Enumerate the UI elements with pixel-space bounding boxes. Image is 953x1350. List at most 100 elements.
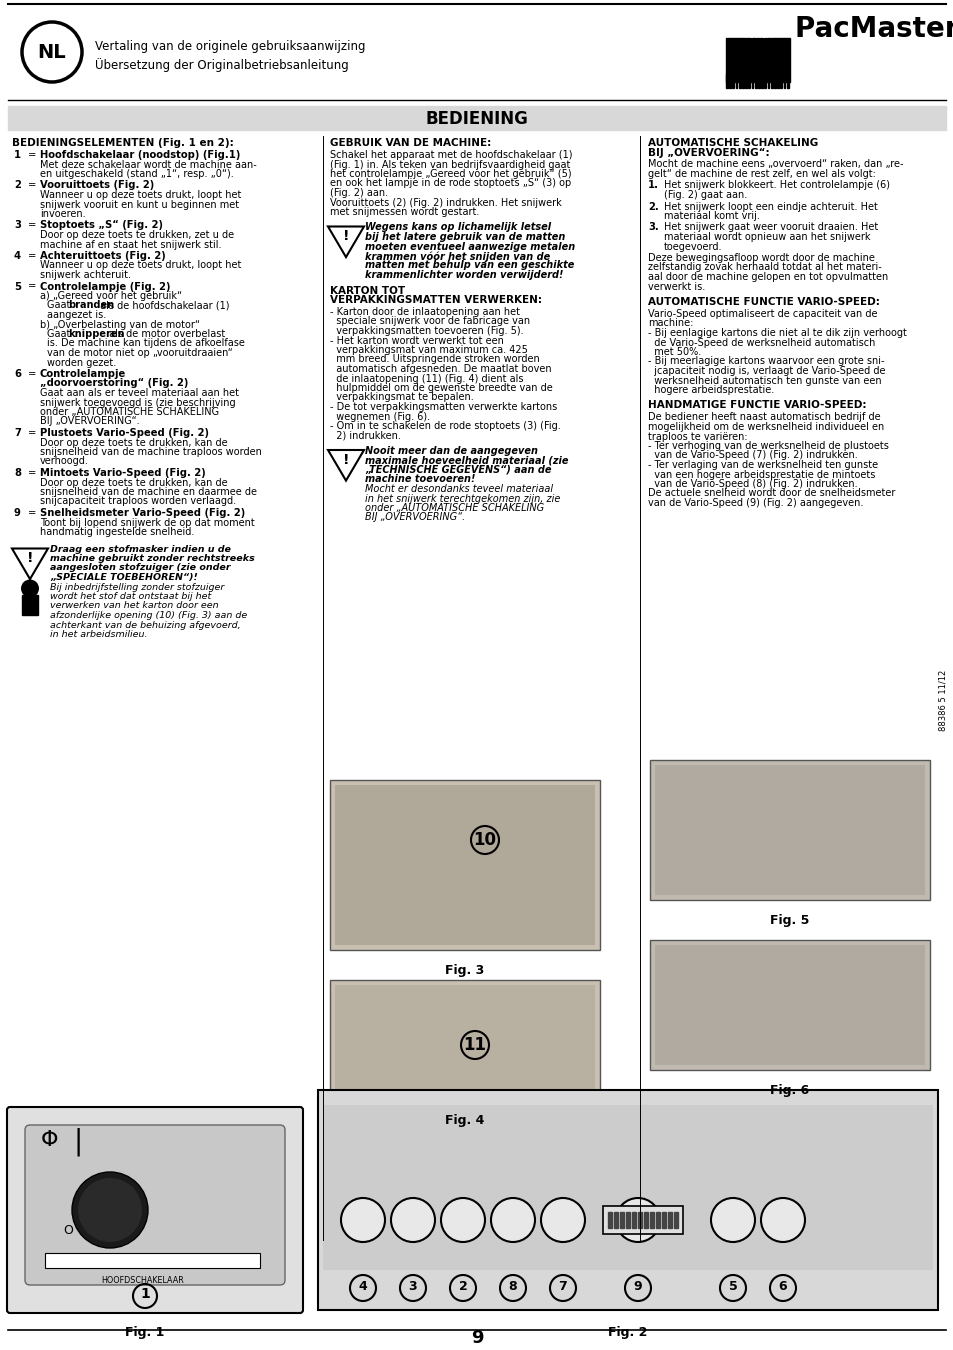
- Text: Mintoets Vario-Speed (Fig. 2): Mintoets Vario-Speed (Fig. 2): [40, 468, 206, 478]
- Circle shape: [616, 1197, 659, 1242]
- Circle shape: [760, 1197, 804, 1242]
- Text: - Het karton wordt verwerkt tot een: - Het karton wordt verwerkt tot een: [330, 336, 503, 346]
- Text: Vooruittoets (2) (Fig. 2) indrukken. Het snijwerk: Vooruittoets (2) (Fig. 2) indrukken. Het…: [330, 197, 561, 208]
- Bar: [8, 107, 945, 130]
- Text: Draag een stofmasker indien u de: Draag een stofmasker indien u de: [50, 544, 231, 554]
- Circle shape: [71, 1172, 148, 1247]
- Text: maximale hoeveelheid materiaal (zie: maximale hoeveelheid materiaal (zie: [365, 455, 568, 466]
- Bar: [735, 74, 737, 88]
- Text: in het snijwerk terechtgekomen zijn, zie: in het snijwerk terechtgekomen zijn, zie: [365, 494, 559, 504]
- Text: Vertaling van de originele gebruiksaanwijzing: Vertaling van de originele gebruiksaanwi…: [95, 40, 365, 53]
- Text: verpakkingsmat te bepalen.: verpakkingsmat te bepalen.: [330, 393, 474, 402]
- Text: machine toevoeren!: machine toevoeren!: [365, 474, 475, 485]
- Text: snijwerk vooruit en kunt u beginnen met: snijwerk vooruit en kunt u beginnen met: [40, 200, 239, 209]
- Bar: [780, 74, 781, 88]
- Text: Mocht de machine eens „overvoerd“ raken, dan „re-: Mocht de machine eens „overvoerd“ raken,…: [647, 159, 902, 170]
- Text: van de Vario-Speed (9) (Fig. 2) aangegeven.: van de Vario-Speed (9) (Fig. 2) aangegev…: [647, 498, 862, 508]
- Text: Stoptoets „S“ (Fig. 2): Stoptoets „S“ (Fig. 2): [40, 220, 163, 231]
- Text: Φ: Φ: [41, 1130, 59, 1150]
- Text: =: =: [28, 468, 36, 478]
- Text: Het snijwerk gaat weer vooruit draaien. Het: Het snijwerk gaat weer vooruit draaien. …: [663, 223, 878, 232]
- Text: bij het latere gebruik van de matten: bij het latere gebruik van de matten: [365, 232, 565, 242]
- Bar: [661, 1212, 665, 1228]
- Text: =: =: [28, 150, 36, 161]
- Text: Gaat: Gaat: [47, 329, 73, 339]
- Text: - Ter verhoging van de werksnelheid de plustoets: - Ter verhoging van de werksnelheid de p…: [647, 441, 888, 451]
- Bar: [732, 74, 734, 88]
- Text: - De tot verpakkingsmatten verwerkte kartons: - De tot verpakkingsmatten verwerkte kar…: [330, 402, 557, 412]
- Text: en ook het lampje in de rode stoptoets „S“ (3) op: en ook het lampje in de rode stoptoets „…: [330, 178, 571, 189]
- Text: van de Vario-Speed (8) (Fig. 2) indrukken.: van de Vario-Speed (8) (Fig. 2) indrukke…: [647, 479, 857, 489]
- Text: - Bij eenlagige kartons die niet al te dik zijn verhoogt: - Bij eenlagige kartons die niet al te d…: [647, 328, 906, 338]
- Text: 88386 5 11/12: 88386 5 11/12: [938, 670, 947, 730]
- Text: =: =: [28, 508, 36, 518]
- Circle shape: [391, 1197, 435, 1242]
- Text: aangesloten stofzuiger (zie onder: aangesloten stofzuiger (zie onder: [50, 563, 231, 572]
- Text: 4: 4: [14, 251, 21, 261]
- Bar: [786, 78, 788, 88]
- Text: snijsnelheid van de machine en daarmee de: snijsnelheid van de machine en daarmee d…: [40, 487, 256, 497]
- Text: Fig. 2: Fig. 2: [608, 1326, 647, 1339]
- Text: NL: NL: [38, 42, 67, 62]
- Text: Door op deze toets te drukken, kan de: Door op deze toets te drukken, kan de: [40, 437, 228, 447]
- Text: Vario-Speed optimaliseert de capaciteit van de: Vario-Speed optimaliseert de capaciteit …: [647, 309, 877, 319]
- Text: a) „Gereed voor het gebruik“: a) „Gereed voor het gebruik“: [40, 292, 182, 301]
- Text: mogelijkheid om de werksnelheid individueel en: mogelijkheid om de werksnelheid individu…: [647, 423, 883, 432]
- Text: wordt het stof dat ontstaat bij het: wordt het stof dat ontstaat bij het: [50, 593, 211, 601]
- Text: AUTOMATISCHE SCHAKELING: AUTOMATISCHE SCHAKELING: [647, 138, 818, 148]
- Text: Controlelampje (Fig. 2): Controlelampje (Fig. 2): [40, 282, 171, 292]
- Bar: [777, 78, 779, 88]
- Text: !: !: [342, 230, 349, 243]
- Text: 9: 9: [633, 1280, 641, 1292]
- Bar: [763, 74, 765, 88]
- Bar: [773, 74, 775, 88]
- Bar: [655, 945, 924, 1065]
- Bar: [728, 78, 730, 88]
- Bar: [673, 1212, 678, 1228]
- Bar: [323, 1106, 932, 1270]
- Text: 10: 10: [473, 832, 496, 849]
- Bar: [607, 1212, 612, 1228]
- Text: Fig. 5: Fig. 5: [769, 914, 809, 927]
- Text: in het arbeidsmilieu.: in het arbeidsmilieu.: [50, 630, 148, 639]
- Text: !: !: [27, 551, 33, 566]
- Text: (Fig. 1) in. Als teken van bedrijfsvaardigheid gaat: (Fig. 1) in. Als teken van bedrijfsvaard…: [330, 159, 570, 170]
- Text: (Fig. 2) aan.: (Fig. 2) aan.: [330, 188, 388, 198]
- Text: matten met behulp van een geschikte: matten met behulp van een geschikte: [365, 261, 574, 270]
- Text: Door op deze toets te drukken, zet u de: Door op deze toets te drukken, zet u de: [40, 230, 233, 240]
- Text: 7: 7: [558, 1280, 567, 1292]
- Text: Fig. 3: Fig. 3: [445, 964, 484, 977]
- Text: 4: 4: [358, 1280, 367, 1292]
- Text: afzonderlijke opening (10) (Fig. 3) aan de: afzonderlijke opening (10) (Fig. 3) aan …: [50, 612, 247, 620]
- Text: toegevoerd.: toegevoerd.: [663, 242, 721, 251]
- Text: Schakel het apparaat met de hoofdschakelaar (1): Schakel het apparaat met de hoofdschakel…: [330, 150, 572, 161]
- Text: 1: 1: [140, 1287, 150, 1301]
- Bar: [754, 74, 756, 88]
- Text: 5: 5: [728, 1280, 737, 1292]
- Text: =: =: [28, 181, 36, 190]
- Text: de inlaatopening (11) (Fig. 4) dient als: de inlaatopening (11) (Fig. 4) dient als: [330, 374, 523, 383]
- Text: 9: 9: [470, 1328, 483, 1347]
- Bar: [725, 74, 727, 88]
- Text: Übersetzung der Originalbetriebsanleitung: Übersetzung der Originalbetriebsanleitun…: [95, 58, 349, 72]
- Text: Snelheidsmeter Vario-Speed (Fig. 2): Snelheidsmeter Vario-Speed (Fig. 2): [40, 508, 245, 518]
- Text: jcapaciteit nodig is, verlaagt de Vario-Speed de: jcapaciteit nodig is, verlaagt de Vario-…: [647, 366, 884, 377]
- Bar: [738, 78, 740, 88]
- Text: wegnemen (Fig. 6).: wegnemen (Fig. 6).: [330, 412, 430, 421]
- Bar: [725, 38, 789, 82]
- Text: Achteruittoets (Fig. 2): Achteruittoets (Fig. 2): [40, 251, 166, 261]
- Text: aangezet is.: aangezet is.: [47, 310, 106, 320]
- Text: Bij inbedrijfstelling zonder stofzuiger: Bij inbedrijfstelling zonder stofzuiger: [50, 582, 224, 591]
- Bar: [741, 74, 743, 88]
- Text: Mocht er desondanks teveel materiaal: Mocht er desondanks teveel materiaal: [365, 485, 553, 494]
- Text: verhoogd.: verhoogd.: [40, 456, 89, 467]
- Text: b) „Overbelasting van de motor“: b) „Overbelasting van de motor“: [40, 320, 200, 329]
- Text: hulpmiddel om de gewenste breedte van de: hulpmiddel om de gewenste breedte van de: [330, 383, 552, 393]
- Text: verpakkingsmatten toevoeren (Fig. 5).: verpakkingsmatten toevoeren (Fig. 5).: [330, 325, 523, 336]
- Text: „SPECIALE TOEBEHOREN“)!: „SPECIALE TOEBEHOREN“)!: [50, 572, 197, 582]
- FancyBboxPatch shape: [7, 1107, 303, 1314]
- Text: mm breed. Uitspringende stroken worden: mm breed. Uitspringende stroken worden: [330, 355, 539, 364]
- Text: zelfstandig zovak herhaald totdat al het materi-: zelfstandig zovak herhaald totdat al het…: [647, 262, 881, 273]
- Text: worden gezet.: worden gezet.: [47, 358, 116, 367]
- Text: Toont bij lopend snijwerk de op dat moment: Toont bij lopend snijwerk de op dat mome…: [40, 517, 254, 528]
